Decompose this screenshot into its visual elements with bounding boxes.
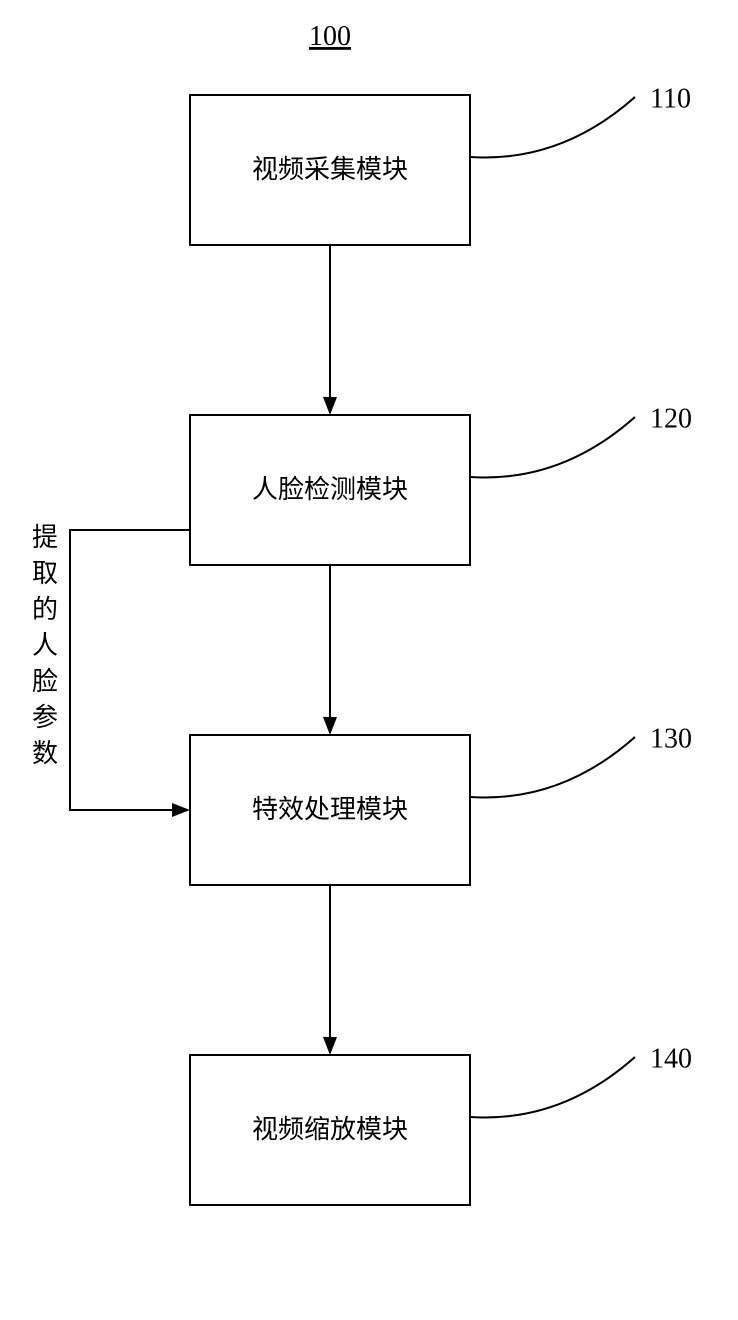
flow-node: 视频采集模块 [190, 95, 470, 245]
reference-number: 130 [650, 723, 692, 754]
diagram-canvas: 100 视频采集模块人脸检测模块特效处理模块视频缩放模块 110 120 130 14… [0, 0, 738, 1320]
reference-number: 110 [650, 83, 691, 114]
side-label-char: 人 [32, 631, 58, 660]
side-label-char: 提 [32, 523, 58, 552]
edge-arrow [323, 565, 337, 735]
flow-node-label: 视频采集模块 [252, 155, 408, 184]
leader-line [470, 97, 635, 158]
reference-number: 140 [650, 1043, 692, 1074]
leaders-layer: 110 120 130 140 [470, 83, 692, 1117]
flow-node-label: 人脸检测模块 [252, 475, 408, 504]
edges-layer [70, 245, 337, 1055]
side-label: 提取的人脸参数 [32, 523, 58, 768]
side-label-char: 脸 [32, 667, 58, 696]
flow-node-label: 视频缩放模块 [252, 1115, 408, 1144]
edge-arrow [323, 245, 337, 415]
reference-number: 120 [650, 403, 692, 434]
leader-line [470, 737, 635, 798]
side-label-char: 数 [32, 739, 58, 768]
side-label-char: 的 [32, 595, 58, 624]
leader-line [470, 417, 635, 478]
figure-title: 100 [309, 21, 351, 52]
flow-node: 视频缩放模块 [190, 1055, 470, 1205]
flow-node: 人脸检测模块 [190, 415, 470, 565]
flow-node-label: 特效处理模块 [252, 795, 408, 824]
side-edge [70, 530, 190, 817]
edge-arrow [323, 885, 337, 1055]
leader-line [470, 1057, 635, 1118]
side-label-char: 取 [32, 559, 58, 588]
flow-node: 特效处理模块 [190, 735, 470, 885]
side-label-char: 参 [32, 703, 58, 732]
